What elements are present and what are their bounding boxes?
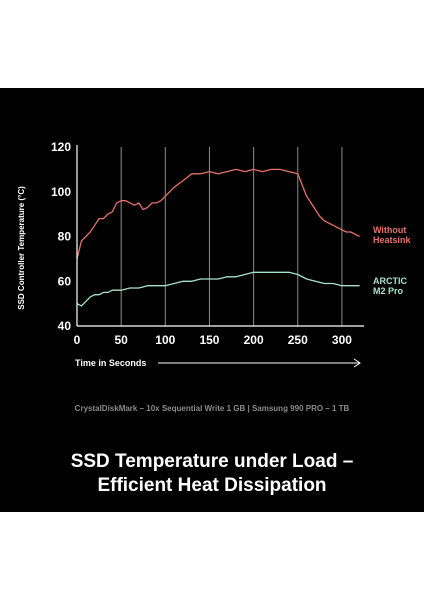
x-tick-label-200: 200 [244, 333, 264, 347]
y-tick-label-40: 40 [58, 319, 72, 333]
legend-arctic-line2: M2 Pro [373, 286, 404, 296]
x-tick-label-150: 150 [199, 333, 219, 347]
y-tick-label-120: 120 [51, 140, 71, 154]
y-axis-label: SSD Controller Temperature (°C) [17, 186, 26, 310]
page-title-line2: Efficient Heat Dissipation [97, 475, 327, 496]
x-axis-arrow-head [353, 358, 361, 368]
temperature-line-chart: 40 60 80 100 120 0 50 100 150 200 250 300 SSD Contr… [17, 140, 412, 368]
series-group [76, 168, 360, 307]
y-tick-label-60: 60 [58, 274, 72, 288]
page-title: SSD Temperature under Load – Efficient H… [0, 450, 424, 498]
tick-labels: 40 60 80 100 120 0 50 100 150 200 250 300 [51, 140, 352, 347]
x-tick-label-250: 250 [288, 333, 308, 347]
legend-without-heatsink-line2: Heatsink [373, 235, 412, 245]
series-line-1 [76, 271, 360, 307]
chart-panel: 40 60 80 100 120 0 50 100 150 200 250 300 SSD Contr… [0, 88, 424, 512]
x-axis-label: Time in Seconds [75, 358, 146, 368]
legend-arctic-line1: ARCTIC [373, 276, 407, 286]
x-tick-label-100: 100 [155, 333, 175, 347]
y-tick-label-100: 100 [51, 185, 71, 199]
x-tick-label-0: 0 [74, 333, 81, 347]
series-line-0 [76, 168, 360, 260]
chart-subtitle: CrystalDiskMark – 10x Sequential Write 1… [74, 404, 350, 413]
axes [76, 145, 364, 327]
page-title-line1: SSD Temperature under Load – [70, 451, 354, 472]
grid-lines [120, 147, 343, 326]
x-tick-label-50: 50 [114, 333, 128, 347]
y-tick-label-80: 80 [58, 230, 72, 244]
legend-without-heatsink-line1: Without [373, 225, 406, 235]
x-tick-label-300: 300 [332, 333, 352, 347]
